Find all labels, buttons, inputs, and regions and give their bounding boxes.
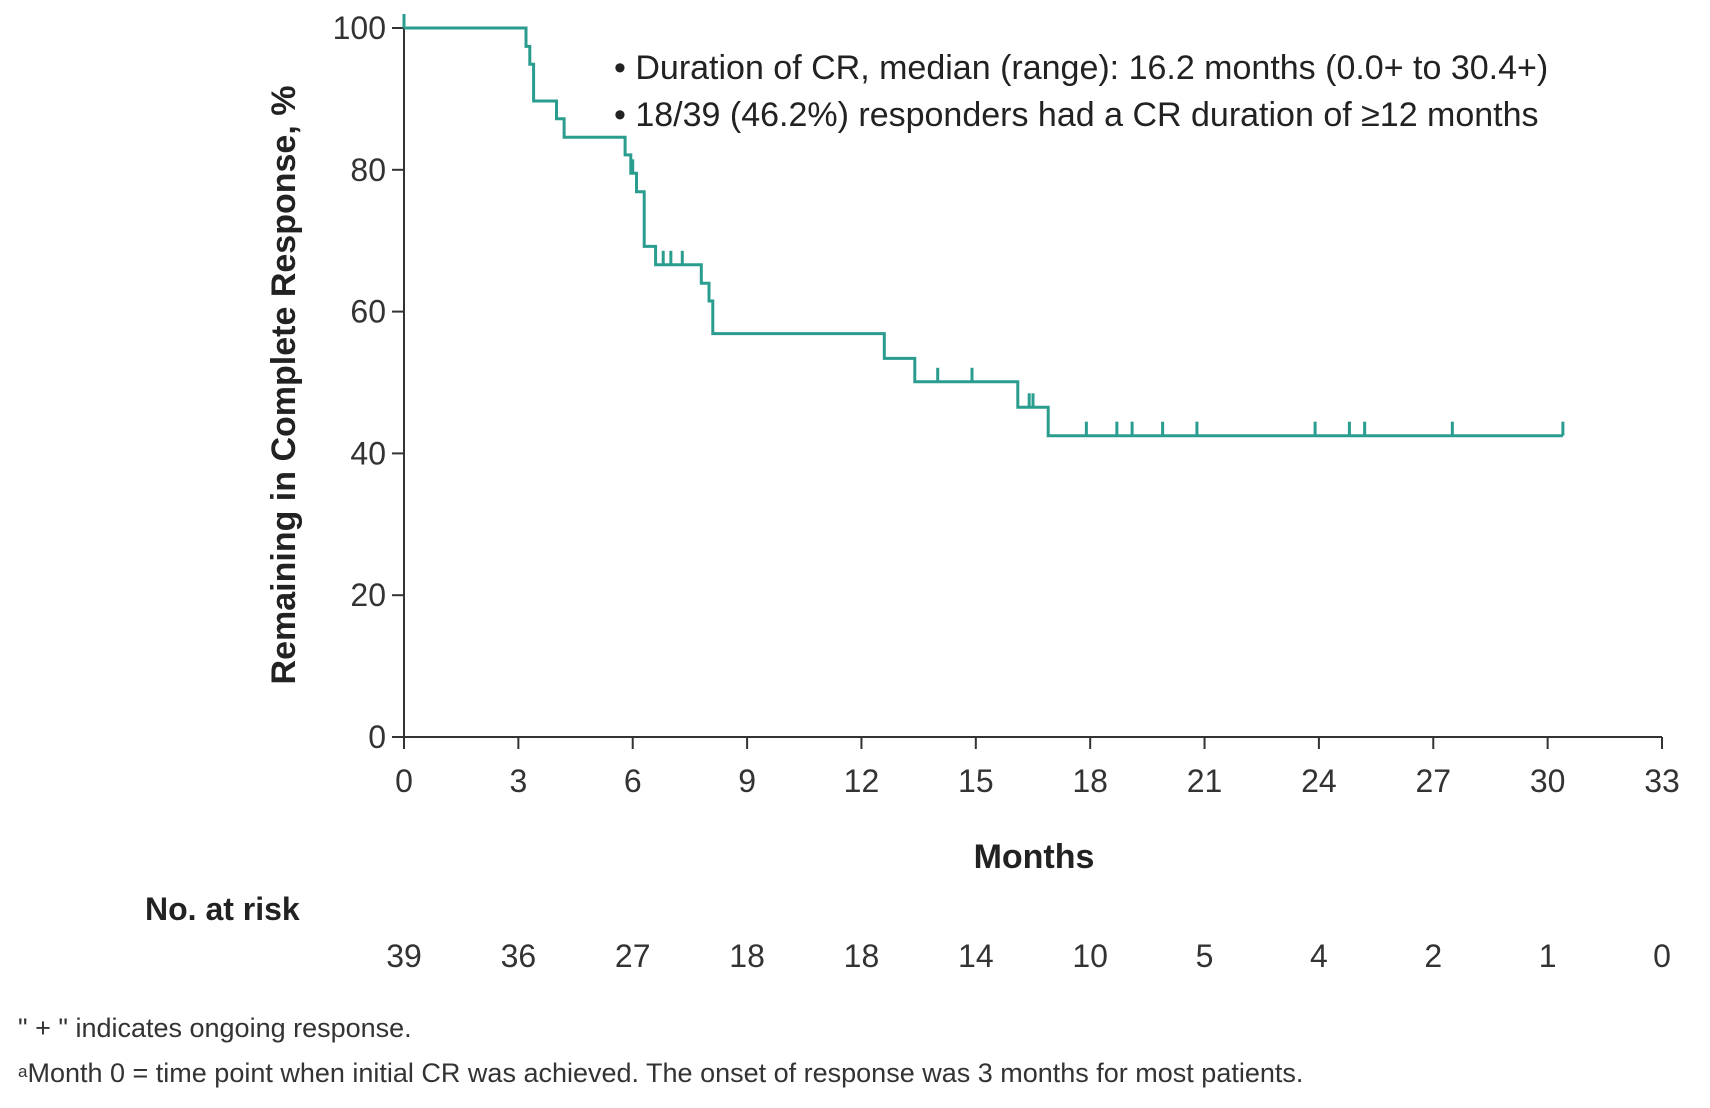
footnote-ongoing: " + " indicates ongoing response. bbox=[18, 1013, 412, 1044]
risk-count: 14 bbox=[958, 938, 994, 974]
y-axis: 0 20 40 60 80 100 bbox=[333, 10, 405, 755]
footnote-marker: a bbox=[18, 1062, 28, 1081]
x-tick-label: 12 bbox=[844, 763, 880, 799]
y-axis-title: Remaining in Complete Response, % bbox=[265, 86, 303, 685]
footnote-month-zero-text: Month 0 = time point when initial CR was… bbox=[27, 1058, 1304, 1088]
risk-count: 2 bbox=[1424, 938, 1442, 974]
risk-count: 0 bbox=[1653, 938, 1671, 974]
risk-count: 18 bbox=[844, 938, 880, 974]
footnote-month-zero: aMonth 0 = time point when initial CR wa… bbox=[18, 1058, 1303, 1089]
y-tick-label: 40 bbox=[350, 435, 386, 471]
censor-marks bbox=[402, 14, 1565, 436]
y-tick-label: 60 bbox=[350, 294, 386, 330]
x-tick-label: 30 bbox=[1530, 763, 1566, 799]
x-tick-label: 18 bbox=[1072, 763, 1108, 799]
x-tick-label: 24 bbox=[1301, 763, 1337, 799]
x-tick-label: 6 bbox=[624, 763, 642, 799]
y-tick-label: 20 bbox=[350, 577, 386, 613]
annotation-median-duration: • Duration of CR, median (range): 16.2 m… bbox=[614, 49, 1548, 87]
y-tick-label: 100 bbox=[333, 10, 386, 46]
y-tick-label: 80 bbox=[350, 152, 386, 188]
x-tick-label: 15 bbox=[958, 763, 994, 799]
risk-table-title: No. at risk bbox=[145, 891, 300, 927]
risk-table: 39 36 27 18 18 14 10 5 4 2 1 0 bbox=[386, 938, 1671, 974]
risk-count: 4 bbox=[1310, 938, 1328, 974]
risk-count: 1 bbox=[1539, 938, 1557, 974]
risk-count: 36 bbox=[501, 938, 537, 974]
risk-count: 10 bbox=[1072, 938, 1108, 974]
x-tick-label: 33 bbox=[1644, 763, 1680, 799]
risk-count: 5 bbox=[1196, 938, 1214, 974]
x-tick-label: 21 bbox=[1187, 763, 1223, 799]
x-axis-title: Months bbox=[974, 838, 1095, 876]
y-tick-label: 0 bbox=[368, 719, 386, 755]
risk-count: 18 bbox=[729, 938, 765, 974]
risk-count: 27 bbox=[615, 938, 651, 974]
x-axis: 0 3 6 9 12 15 18 21 24 27 30 33 bbox=[395, 736, 1680, 799]
km-curve-group bbox=[404, 26, 1563, 438]
x-tick-label: 9 bbox=[738, 763, 756, 799]
x-tick-label: 0 bbox=[395, 763, 413, 799]
km-curve-line bbox=[404, 26, 1563, 438]
x-tick-label: 27 bbox=[1415, 763, 1451, 799]
annotation-responders: • 18/39 (46.2%) responders had a CR dura… bbox=[614, 96, 1539, 134]
risk-count: 39 bbox=[386, 938, 422, 974]
footnote-ongoing-text: " + " indicates ongoing response. bbox=[18, 1013, 412, 1043]
x-tick-label: 3 bbox=[509, 763, 527, 799]
